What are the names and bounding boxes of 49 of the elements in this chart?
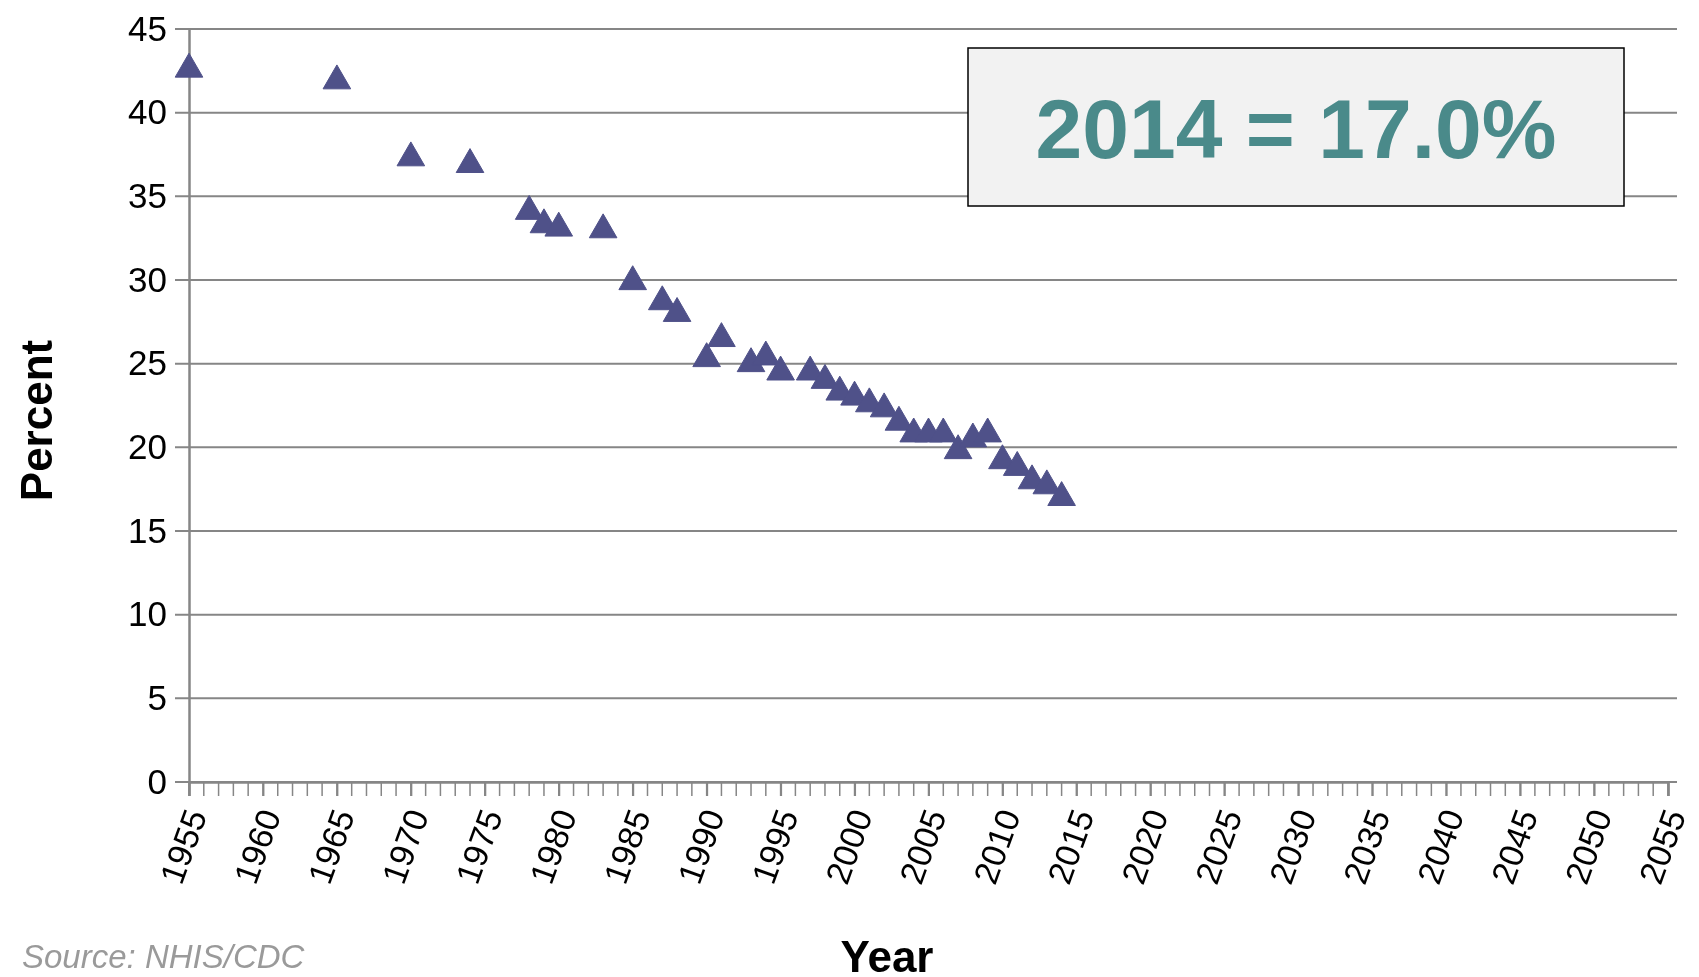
point [692, 342, 721, 368]
x-tick-label: 2005 [891, 804, 954, 889]
x-tick-label: 2035 [1335, 804, 1398, 889]
source-note: Source: NHIS/CDC [22, 938, 306, 975]
y-tick-label: 0 [147, 761, 167, 801]
y-tick-label: 15 [128, 510, 167, 550]
point [588, 213, 618, 239]
y-tick-label: 45 [128, 8, 167, 48]
y-tick-label: 35 [128, 176, 167, 216]
x-tick-label: 2020 [1113, 804, 1176, 889]
point [943, 434, 973, 460]
point [1047, 481, 1076, 506]
point [174, 52, 204, 78]
point [766, 355, 795, 381]
x-axis-title: Year [840, 932, 934, 977]
y-tick-label: 5 [147, 678, 167, 718]
x-tick-label: 1995 [744, 804, 806, 889]
y-tick-label: 25 [128, 343, 167, 383]
point [707, 322, 736, 348]
x-tick-label: 2030 [1261, 804, 1324, 889]
point [322, 64, 352, 90]
x-tick-label: 1980 [522, 804, 584, 889]
x-tick-label: 1955 [152, 804, 215, 889]
x-tick-label: 1985 [596, 804, 658, 889]
x-tick-label: 2025 [1187, 804, 1250, 889]
y-tick-label: 40 [128, 92, 167, 132]
x-tick-label: 2045 [1483, 804, 1546, 889]
y-tick-label: 30 [128, 259, 167, 299]
y-axis-title: Percent [12, 339, 61, 502]
y-tick-label: 10 [128, 594, 167, 634]
x-tick-label: 1965 [300, 804, 362, 889]
x-tick-label: 1970 [374, 804, 436, 889]
point [928, 417, 958, 443]
x-tick-label: 1990 [670, 804, 732, 889]
x-tick-label: 2055 [1631, 804, 1694, 889]
point [396, 141, 426, 167]
y-tick-label: 20 [128, 427, 167, 467]
point [618, 265, 647, 291]
x-tick-label: 1975 [448, 804, 510, 889]
point [455, 148, 485, 174]
x-tick-label: 1960 [226, 804, 288, 889]
x-tick-label: 2015 [1039, 804, 1102, 889]
point [544, 211, 574, 237]
x-tick-label: 2050 [1557, 804, 1620, 889]
x-tick-label: 2000 [817, 804, 880, 889]
x-tick-label: 2010 [965, 804, 1028, 889]
annotation: 2014 = 17.0% [1035, 82, 1557, 176]
x-tick-label: 2040 [1409, 804, 1472, 889]
point [662, 297, 692, 322]
